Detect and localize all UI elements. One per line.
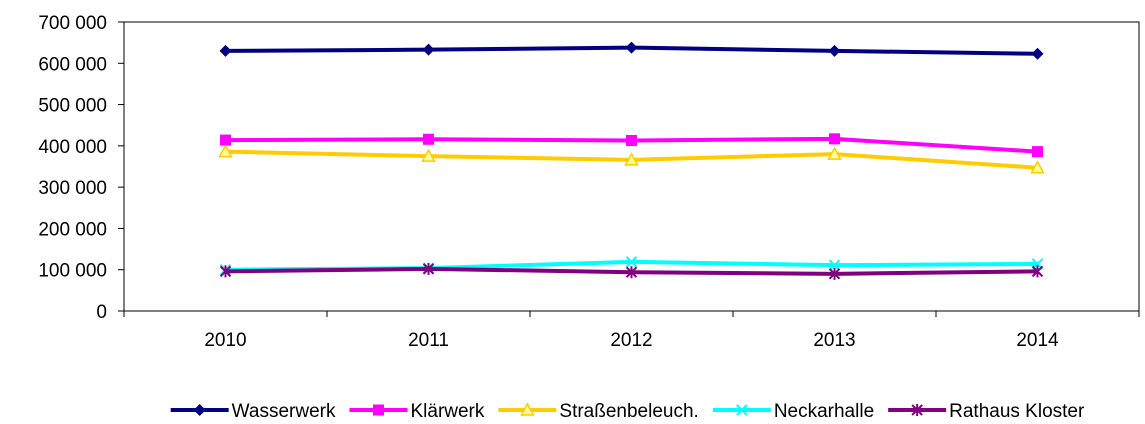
y-tick-label: 100 000 <box>38 261 107 282</box>
data-point-klarwerk <box>626 134 637 146</box>
plot-area-border <box>123 21 1140 312</box>
data-point-strassenbeleuch <box>827 146 842 160</box>
x-tick-label: 2011 <box>408 330 449 351</box>
legend-item-klarwerk: Klärwerk <box>349 401 485 422</box>
series-wasserwerk <box>219 41 1044 60</box>
legend-label: Rathaus Kloster <box>949 401 1085 422</box>
legend-label: Wasserwerk <box>232 401 336 422</box>
data-point-neckarhalle <box>625 256 638 268</box>
data-point-wasserwerk <box>828 44 841 57</box>
data-point-neckarhalle <box>828 259 841 271</box>
legend-item-rathaus-kloster: Rathaus Kloster <box>888 401 1085 422</box>
legend-marker <box>193 404 206 416</box>
data-point-wasserwerk <box>219 44 232 57</box>
data-point-rathaus-kloster <box>1031 265 1044 278</box>
legend-marker <box>911 404 923 416</box>
legend-marker <box>372 404 384 416</box>
data-point-strassenbeleuch <box>421 148 436 162</box>
data-point-klarwerk <box>220 134 231 146</box>
legend: Wasserwerk Klärwerk Straßenbeleuch. Neckarh… <box>170 401 1085 422</box>
data-point-rathaus-kloster <box>219 265 232 278</box>
legend-item-neckarhalle: Neckarhalle <box>712 401 874 422</box>
data-point-klarwerk <box>829 133 840 145</box>
y-tick-label: 500 000 <box>38 96 107 117</box>
series-klarwerk <box>220 133 1043 158</box>
legend-marker <box>736 404 748 416</box>
data-point-rathaus-kloster <box>828 267 841 280</box>
legend-item-wasserwerk: Wasserwerk <box>170 401 336 422</box>
x-tick-label: 2014 <box>1016 330 1059 351</box>
data-point-strassenbeleuch <box>218 144 233 158</box>
y-tick-label: 700 000 <box>38 13 107 34</box>
series-rathaus-kloster <box>219 262 1044 280</box>
data-point-strassenbeleuch <box>624 152 639 166</box>
axes: 0 100 000 200 000 300 000 400 000 500 000 600 … <box>38 13 1140 351</box>
y-tick-label: 300 000 <box>38 178 107 199</box>
x-tick-label: 2012 <box>610 330 652 351</box>
y-tick-label: 200 000 <box>38 219 107 240</box>
data-point-rathaus-kloster <box>422 262 435 275</box>
legend-label: Neckarhalle <box>774 401 874 422</box>
data-point-wasserwerk <box>625 41 638 54</box>
series-layer <box>218 41 1045 280</box>
data-point-wasserwerk <box>1031 47 1044 60</box>
y-tick-label: 400 000 <box>38 137 107 158</box>
data-point-wasserwerk <box>422 43 435 56</box>
data-point-klarwerk <box>423 133 434 145</box>
legend-label: Klärwerk <box>410 401 484 422</box>
legend-item-strassenbeleuch: Straßenbeleuch. <box>498 401 699 422</box>
y-tick-label: 600 000 <box>38 54 107 75</box>
x-tick-label: 2010 <box>204 330 246 351</box>
y-tick-label: 0 <box>96 302 107 323</box>
data-point-rathaus-kloster <box>625 266 638 279</box>
x-tick-label: 2013 <box>813 330 855 351</box>
data-point-klarwerk <box>1032 146 1043 158</box>
series-strassenbeleuch <box>218 144 1045 174</box>
legend-label: Straßenbeleuch. <box>559 401 698 422</box>
data-point-strassenbeleuch <box>1030 160 1045 174</box>
legend-marker <box>520 402 535 416</box>
